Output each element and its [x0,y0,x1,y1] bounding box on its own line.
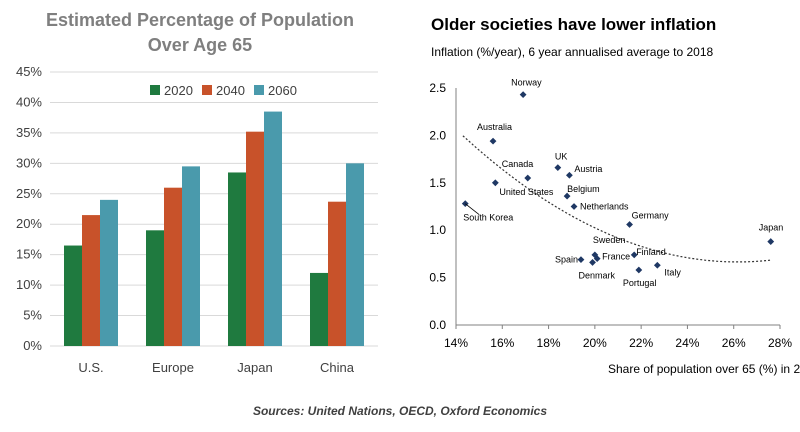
scatter-y-tick-label: 2.5 [429,81,446,95]
scatter-point-label: UK [555,152,568,162]
bar-us-2040 [82,215,100,346]
scatter-point-united-states [491,179,499,187]
bar-chart-y-tick-label: 35% [16,125,42,140]
scatter-point-denmark [589,259,596,266]
bar-chart-y-tick-label: 0% [23,338,42,353]
scatter-chart-y-ticks: 0.0 0.5 1.0 1.5 2.0 2.5 [429,81,446,332]
bar-japan-2020 [228,172,246,346]
scatter-x-tick-label: 22% [629,336,653,350]
scatter-point-france [593,255,601,263]
scatter-point-spain [577,256,585,263]
scatter-point-netherlands [570,203,578,210]
scatter-point-label: Austria [574,164,602,174]
scatter-point-austria [566,171,573,179]
scatter-x-tick-label: 28% [768,336,792,350]
scatter-point-label: Netherlands [580,202,629,212]
legend-label-2040: 2040 [216,83,245,98]
scatter-point-label: Spain [555,255,578,265]
scatter-chart-title: Older societies have lower inflation [431,15,716,34]
bar-chart-title-line1: Estimated Percentage of Population [46,10,354,30]
scatter-point-label: Germany [632,211,670,221]
scatter-x-tick-label: 16% [490,336,514,350]
scatter-x-tick-label: 14% [444,336,468,350]
bar-chart-bars [64,111,364,346]
scatter-x-tick-label: 18% [537,336,561,350]
population-bar-chart: Estimated Percentage of Population Over … [16,10,378,375]
bar-us-2060 [100,199,118,346]
scatter-chart-subtitle: Inflation (%/year), 6 year annualised av… [431,45,714,59]
scatter-point-label: South Korea [463,213,513,223]
bar-chart-y-tick-label: 10% [16,277,42,292]
bar-chart-category-label: U.S. [78,360,103,375]
scatter-point-label: Sweden [593,235,626,245]
scatter-chart-axes [455,88,780,326]
scatter-x-tick-label: 20% [583,336,607,350]
south-korea-leader-line [465,203,480,215]
scatter-point-label: United States [499,187,554,197]
bar-europe-2020 [146,230,164,346]
scatter-x-tick-label: 24% [675,336,699,350]
scatter-point-label: Canada [502,159,534,169]
scatter-point-label: Norway [511,78,542,88]
scatter-point-label: Italy [664,267,681,277]
bar-chart-category-label: China [320,360,355,375]
bar-chart-y-tick-label: 45% [16,64,42,79]
scatter-point-label: Finland [636,247,666,257]
bar-europe-2040 [164,187,182,346]
bar-chart-y-tick-label: 20% [16,216,42,231]
bar-china-2040 [328,201,346,346]
scatter-point-label: Denmark [579,270,616,280]
scatter-point-label: Belgium [567,184,600,194]
legend-label-2060: 2060 [268,83,297,98]
bar-japan-2060 [264,111,282,346]
inflation-scatter-chart: Older societies have lower inflation Inf… [429,15,800,376]
scatter-point-italy [653,261,661,269]
scatter-point-germany [626,221,633,228]
bar-china-2060 [346,163,364,346]
scatter-chart-points: Norway Australia UK Austria Canada United Sta… [461,78,784,288]
bar-chart-y-tick-label: 40% [16,94,42,109]
bar-chart-legend: 2020 2040 2060 [150,83,297,98]
bar-chart-y-tick-label: 15% [16,247,42,262]
bar-us-2020 [64,245,82,346]
bar-chart-category-label: Japan [237,360,272,375]
scatter-point-australia [489,137,497,145]
scatter-y-tick-label: 2.0 [429,128,446,142]
scatter-point-label: Portugal [623,278,657,288]
bar-chart-y-tick-label: 25% [16,186,42,201]
bar-japan-2040 [246,131,264,346]
scatter-y-tick-label: 0.5 [429,271,446,285]
scatter-point-label: Japan [759,223,784,233]
legend-swatch-2040 [202,85,212,95]
bar-europe-2060 [182,166,200,346]
scatter-point-label: France [602,252,630,262]
scatter-x-tick-label: 26% [722,336,746,350]
scatter-point-portugal [635,266,643,274]
bar-chart-y-tick-label: 5% [23,308,42,323]
bar-chart-y-ticks: 0% 5% 10% 15% 20% 25% 30% 35% 40% 45% [16,64,42,353]
scatter-point-norway [519,91,527,99]
scatter-trend-line [462,135,771,263]
scatter-point-japan [767,238,775,245]
scatter-chart-x-axis-label: Share of population over 65 (%) in 2018 [608,362,800,376]
legend-swatch-2060 [254,85,264,95]
scatter-y-tick-label: 1.5 [429,176,446,190]
sources-note: Sources: United Nations, OECD, Oxford Ec… [252,404,548,418]
bar-chart-title-line2: Over Age 65 [148,35,252,55]
bar-chart-category-label: Europe [152,360,194,375]
scatter-y-tick-label: 0.0 [429,318,446,332]
scatter-point-belgium [563,192,571,200]
scatter-chart-x-ticks: 14% 16% 18% 20% 22% 24% 26% 28% [444,325,792,350]
legend-swatch-2020 [150,85,160,95]
scatter-point-canada [524,174,532,182]
legend-label-2020: 2020 [164,83,193,98]
bar-china-2020 [310,272,328,346]
scatter-point-label: Australia [477,122,512,132]
bar-chart-y-tick-label: 30% [16,155,42,170]
scatter-point-uk [554,164,562,172]
bar-chart-x-ticks: U.S. Europe Japan China [78,360,354,375]
scatter-point-finland [630,251,638,259]
scatter-y-tick-label: 1.0 [429,223,446,237]
